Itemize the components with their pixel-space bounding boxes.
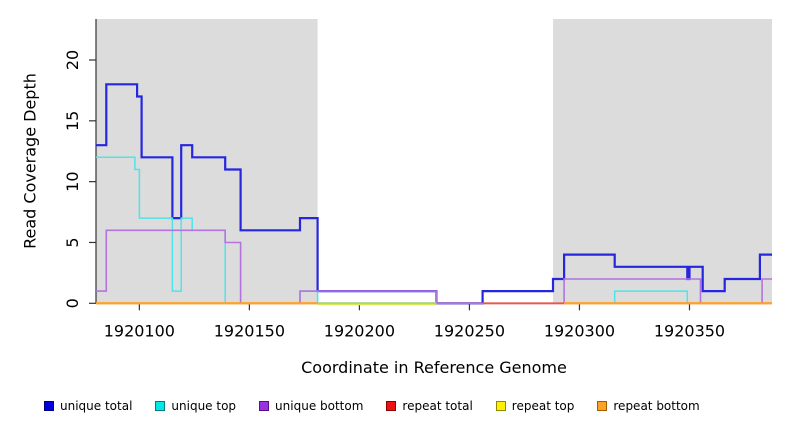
- legend-item-repeat-total: repeat total: [386, 399, 473, 413]
- unique-top-swatch-icon: [155, 401, 166, 411]
- x-axis-title: Coordinate in Reference Genome: [301, 358, 567, 377]
- x-tick-label: 1920200: [324, 321, 395, 340]
- right-shaded-region: [553, 19, 772, 304]
- unique-bottom-swatch-icon: [259, 401, 270, 411]
- repeat-top-swatch-icon: [495, 401, 506, 411]
- legend-item-repeat-top: repeat top: [495, 399, 575, 413]
- x-tick-label: 1920350: [654, 321, 725, 340]
- legend-label: unique bottom: [275, 399, 364, 413]
- repeat-total-swatch-icon: [386, 401, 397, 411]
- x-tick-label: 1920250: [434, 321, 505, 340]
- y-tick-label: 0: [63, 298, 82, 308]
- left-shaded-region: [96, 19, 318, 304]
- legend: unique total unique top unique bottom re…: [44, 399, 700, 413]
- x-tick-label: 1920150: [214, 321, 285, 340]
- x-tick-label: 1920300: [544, 321, 615, 340]
- legend-label: unique total: [60, 399, 133, 413]
- y-tick-label: 10: [63, 171, 82, 191]
- legend-label: repeat total: [402, 399, 473, 413]
- legend-item-repeat-bottom: repeat bottom: [597, 399, 700, 413]
- legend-label: unique top: [171, 399, 237, 413]
- unique-total-swatch-icon: [44, 401, 54, 411]
- y-tick-label: 15: [63, 111, 82, 131]
- legend-item-unique-total: unique total: [44, 399, 132, 413]
- legend-item-unique-top: unique top: [155, 399, 236, 413]
- legend-label: repeat top: [511, 399, 575, 413]
- legend-item-unique-bottom: unique bottom: [259, 399, 363, 413]
- repeat-bottom-swatch-icon: [597, 401, 608, 411]
- y-tick-label: 20: [63, 50, 82, 70]
- y-tick-label: 5: [63, 237, 82, 247]
- legend-label: repeat bottom: [613, 399, 700, 413]
- y-axis-title: Read Coverage Depth: [20, 73, 40, 249]
- x-tick-label: 1920100: [104, 321, 175, 340]
